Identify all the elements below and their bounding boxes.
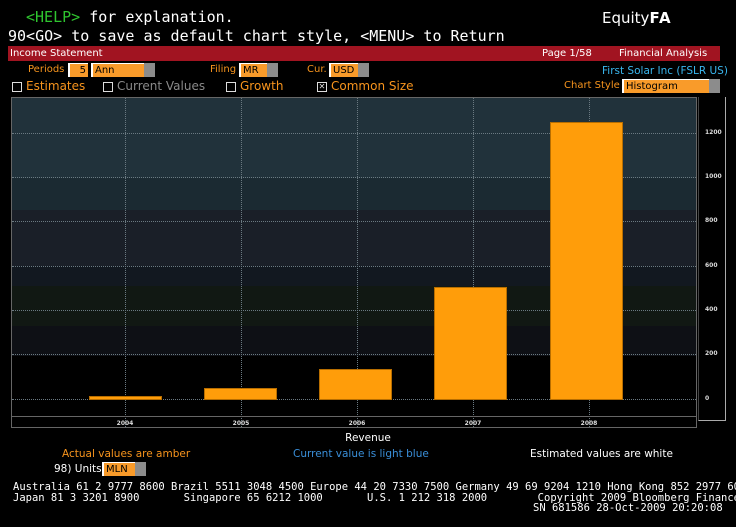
periods-input[interactable]: 5 <box>68 63 88 77</box>
help-text: for explanation. <box>80 8 234 26</box>
gridline <box>125 98 126 427</box>
legend-current: Current value is light blue <box>293 448 429 460</box>
chart-style-dropdown[interactable] <box>709 79 720 93</box>
bar-2008[interactable] <box>550 122 623 400</box>
currency-dropdown[interactable] <box>358 63 369 77</box>
chart-title: Revenue <box>345 432 391 444</box>
function-name: Financial Analysis <box>619 48 708 59</box>
periods-label: Periods <box>28 64 65 75</box>
footer-contacts-line2: Japan 81 3 3201 8900 Singapore 65 6212 1… <box>13 492 736 504</box>
chart-style-label: Chart Style <box>564 80 620 91</box>
gridline <box>241 98 242 427</box>
estimates-checkbox[interactable]: Estimates <box>12 79 85 93</box>
x-tick-label: 2008 <box>580 420 598 427</box>
common-size-label: Common Size <box>331 79 414 93</box>
y-tick-label: 400 <box>705 306 718 313</box>
y-tick-label: 800 <box>705 217 718 224</box>
company-name: First Solar Inc (FSLR US) <box>602 65 728 77</box>
units-label: 98) Units <box>54 463 102 475</box>
checkbox-icon <box>226 81 236 92</box>
bar-2005[interactable] <box>204 388 277 400</box>
brand-fa: FA <box>649 9 672 27</box>
gridline <box>12 266 696 267</box>
page-indicator: Page 1/58 <box>542 48 592 59</box>
x-tick-label: 2006 <box>348 420 366 427</box>
currency-label: Cur. <box>307 64 327 75</box>
bar-2006[interactable] <box>319 369 392 400</box>
estimates-label: Estimates <box>26 79 86 93</box>
chart-style-input[interactable]: Histogram <box>622 79 709 93</box>
checkbox-icon <box>103 81 113 92</box>
y-tick-label: 600 <box>705 262 718 269</box>
filing-label: Filing <box>210 64 237 75</box>
go-instruction: 90<GO> to save as default chart style, <… <box>8 27 505 45</box>
current-values-checkbox[interactable]: Current Values <box>103 79 205 93</box>
growth-checkbox[interactable]: Growth <box>226 79 283 93</box>
x-tick-label: 2005 <box>232 420 250 427</box>
footer-serial: SN 681586 28-Oct-2009 20:20:08 <box>533 502 723 514</box>
x-tick-label: 2007 <box>464 420 482 427</box>
common-size-checkbox[interactable]: ✕ Common Size <box>317 79 414 93</box>
gridline <box>12 177 696 178</box>
chart-plot-area: 2004 2005 2006 2007 2008 <box>11 97 697 428</box>
gridline <box>12 221 696 222</box>
gridline <box>357 98 358 427</box>
help-line: <HELP> for explanation. <box>26 8 234 26</box>
bar-2004[interactable] <box>89 396 162 400</box>
gridline <box>473 98 474 427</box>
checkbox-icon <box>12 81 22 92</box>
units-dropdown[interactable] <box>135 462 146 476</box>
checkbox-checked-icon: ✕ <box>317 81 327 92</box>
current-values-label: Current Values <box>117 79 206 93</box>
x-axis-line <box>12 416 696 417</box>
gridline <box>12 354 696 355</box>
growth-label: Growth <box>240 79 284 93</box>
y-tick-label: 200 <box>705 350 718 357</box>
footer-contacts-line1: Australia 61 2 9777 8600 Brazil 5511 304… <box>13 481 736 493</box>
legend-actual: Actual values are amber <box>62 448 191 460</box>
y-tick-label: 0 <box>705 395 710 402</box>
period-type-dropdown[interactable] <box>144 63 155 77</box>
period-type-input[interactable]: Ann <box>91 63 144 77</box>
gridline <box>12 310 696 311</box>
y-axis-panel: 1200 1000 800 600 400 200 0 <box>698 97 726 421</box>
legend-estimated: Estimated values are white <box>530 448 673 460</box>
bg-band <box>12 266 696 286</box>
units-input[interactable]: MLN <box>102 462 135 476</box>
brand-title: EquityFA <box>602 9 672 27</box>
bar-2007[interactable] <box>434 287 507 400</box>
y-tick-label: 1200 <box>705 129 722 136</box>
gridline <box>12 133 696 134</box>
y-tick-label: 1000 <box>705 173 722 180</box>
help-key[interactable]: <HELP> <box>26 8 81 26</box>
brand-equity: Equity <box>602 9 650 27</box>
filing-input[interactable]: MR <box>239 63 267 77</box>
filing-dropdown[interactable] <box>267 63 278 77</box>
x-tick-label: 2004 <box>116 420 134 427</box>
section-title: Income Statement <box>10 48 103 59</box>
currency-input[interactable]: USD <box>329 63 358 77</box>
title-bar: Income Statement Page 1/58 Financial Ana… <box>8 46 720 61</box>
